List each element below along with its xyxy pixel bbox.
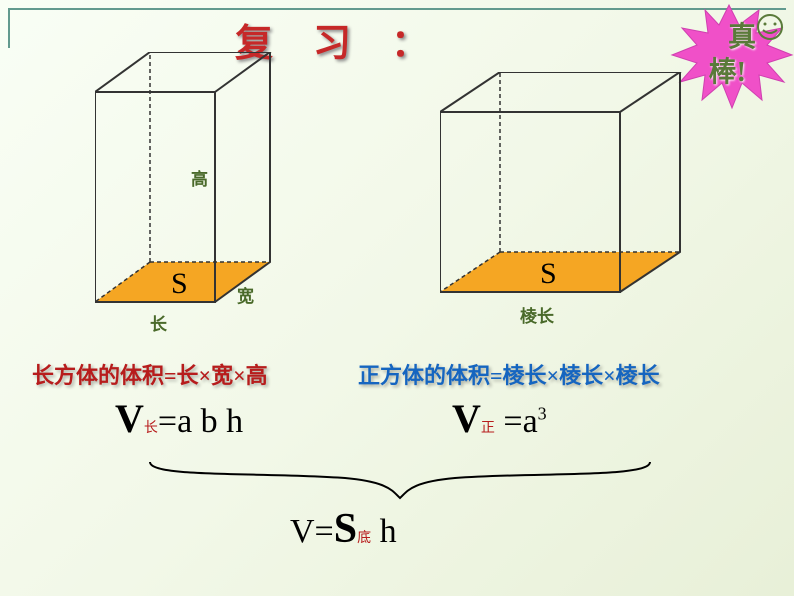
cube-sup: 3 bbox=[538, 404, 547, 424]
cube-formula-eq: V正 =a3 bbox=[452, 395, 547, 442]
smiley-icon bbox=[756, 13, 784, 41]
cube-v: V bbox=[452, 396, 481, 441]
cuboid-width-label: 宽 bbox=[237, 282, 254, 307]
cube-svg bbox=[440, 72, 700, 322]
cube-formula-words: 正方体的体积=棱长×棱长×棱长 bbox=[358, 358, 660, 390]
cube-sub: 正 bbox=[481, 421, 495, 436]
unified-rest: h bbox=[371, 513, 397, 550]
title-char2: 习 bbox=[313, 23, 391, 65]
unified-sub: 底 bbox=[357, 531, 371, 546]
cuboid-formula-eq: V长=a b h bbox=[115, 395, 243, 442]
brace bbox=[145, 460, 655, 500]
cube-base-s: S bbox=[540, 257, 557, 291]
cuboid-v: V bbox=[115, 396, 144, 441]
cuboid-length-label: 长 bbox=[150, 310, 167, 335]
unified-formula: V=S底 h bbox=[290, 505, 397, 553]
cuboid-svg bbox=[95, 52, 295, 332]
title-colon: ： bbox=[391, 23, 429, 65]
cuboid-formula-words: 长方体的体积=长×宽×高 bbox=[32, 358, 268, 390]
unified-s: S bbox=[334, 506, 357, 552]
brace-svg bbox=[145, 460, 655, 500]
star-text-line2: 棒! bbox=[709, 50, 746, 90]
cuboid-height-label: 高 bbox=[191, 165, 208, 190]
cuboid-diagram: S 高 宽 长 bbox=[95, 52, 295, 332]
unified-v: V= bbox=[290, 513, 334, 550]
star-text-line1: 真 bbox=[728, 15, 756, 55]
cube-edge-label: 棱长 bbox=[520, 302, 554, 327]
cube-rest: =a bbox=[495, 403, 538, 440]
cuboid-sub: 长 bbox=[144, 421, 158, 436]
cuboid-rest: =a b h bbox=[158, 403, 243, 440]
cube-diagram: S 棱长 bbox=[440, 72, 700, 322]
left-border bbox=[8, 8, 10, 48]
cuboid-base-s: S bbox=[171, 267, 188, 301]
